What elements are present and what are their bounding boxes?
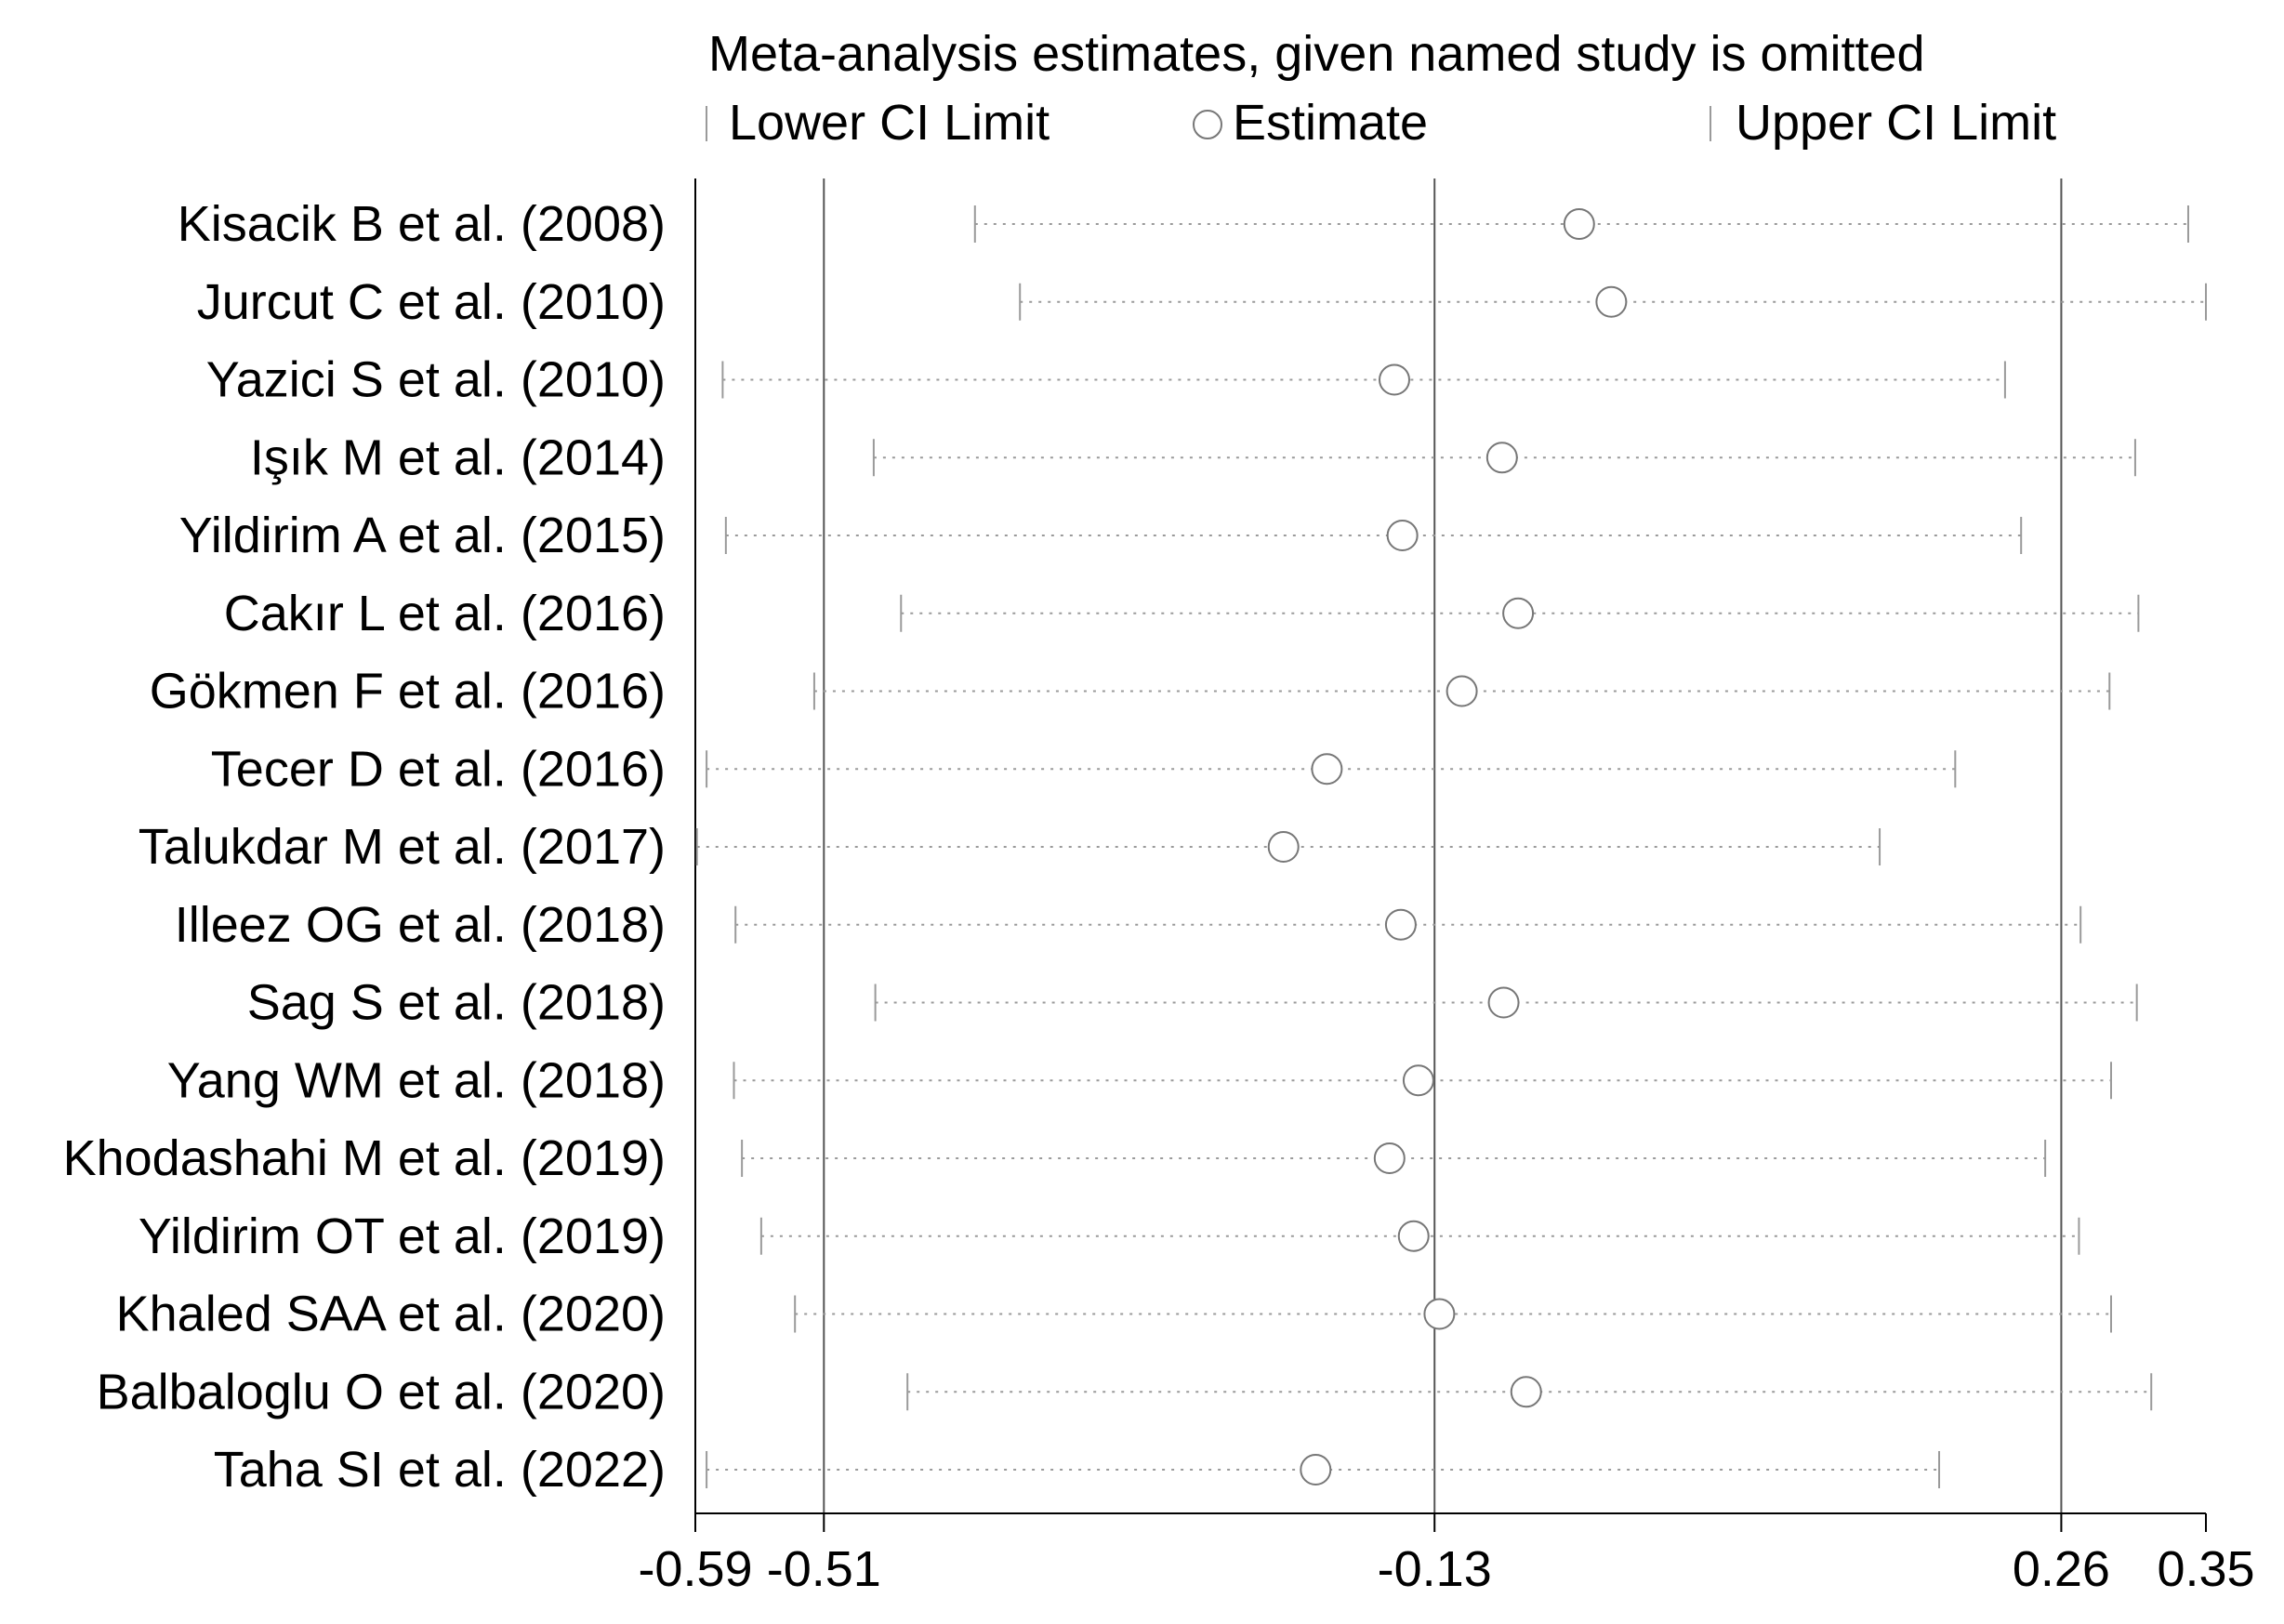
x-tick-label-0: -0.59 bbox=[638, 1541, 752, 1597]
estimate-marker bbox=[1386, 520, 1419, 551]
study-row: Yildirim A et al. (2015) bbox=[179, 508, 2023, 563]
study-row: Taha SI et al. (2022) bbox=[214, 1442, 1941, 1498]
x-tick-label-1: -0.51 bbox=[767, 1541, 881, 1597]
study-row: Jurcut C et al. (2010) bbox=[197, 274, 2207, 330]
estimate-marker bbox=[1311, 753, 1343, 786]
study-rows: Kisacik B et al. (2008) Jurcut C et al. (… bbox=[63, 196, 2207, 1498]
x-tick-label-2: -0.13 bbox=[1378, 1541, 1492, 1597]
estimate-marker bbox=[1446, 675, 1478, 707]
estimate-marker bbox=[1485, 442, 1518, 474]
study-label: Talukdar M et al. (2017) bbox=[139, 819, 666, 875]
study-label: Yildirim OT et al. (2019) bbox=[139, 1208, 666, 1264]
reference-lines bbox=[823, 178, 2063, 1513]
estimate-marker bbox=[1397, 1220, 1430, 1252]
estimate-marker bbox=[1300, 1454, 1332, 1485]
study-row: Balbaloglu O et al. (2020) bbox=[97, 1364, 2153, 1419]
estimate-marker bbox=[1402, 1064, 1434, 1097]
study-row: Gökmen F et al. (2016) bbox=[150, 664, 2111, 720]
study-label: Yildirim A et al. (2015) bbox=[179, 508, 666, 563]
study-row: Tecer D et al. (2016) bbox=[211, 741, 1957, 797]
study-label: Taha SI et al. (2022) bbox=[214, 1442, 666, 1498]
estimate-marker bbox=[1423, 1298, 1456, 1330]
study-label: Cakır L et al. (2016) bbox=[224, 586, 666, 641]
study-row: Cakır L et al. (2016) bbox=[224, 586, 2140, 641]
estimate-marker bbox=[1502, 597, 1535, 629]
estimate-marker bbox=[1378, 363, 1410, 396]
legend-lower-ci-label: Lower CI Limit bbox=[729, 95, 1050, 151]
study-label: Yazici S et al. (2010) bbox=[206, 352, 666, 408]
study-row: Kisacik B et al. (2008) bbox=[178, 196, 2189, 252]
study-label: Sag S et al. (2018) bbox=[247, 975, 666, 1031]
estimate-marker bbox=[1487, 986, 1520, 1019]
study-label: Illeez OG et al. (2018) bbox=[175, 897, 666, 953]
legend-upper-ci-label: Upper CI Limit bbox=[1736, 95, 2056, 151]
legend-estimate-symbol bbox=[1193, 110, 1222, 139]
study-row: Işık M et al. (2014) bbox=[250, 429, 2136, 485]
study-label: Kisacik B et al. (2008) bbox=[178, 196, 666, 252]
x-tick-label-4: 0.35 bbox=[2157, 1541, 2254, 1597]
x-tick-label-3: 0.26 bbox=[2013, 1541, 2110, 1597]
study-label: Tecer D et al. (2016) bbox=[211, 741, 666, 797]
study-row: Illeez OG et al. (2018) bbox=[175, 897, 2082, 953]
study-row: Sag S et al. (2018) bbox=[247, 975, 2138, 1031]
study-label: Yang WM et al. (2018) bbox=[167, 1052, 666, 1108]
study-label: Jurcut C et al. (2010) bbox=[197, 274, 666, 330]
estimate-marker bbox=[1595, 285, 1628, 318]
estimate-marker bbox=[1384, 908, 1417, 941]
study-label: Işık M et al. (2014) bbox=[250, 429, 666, 485]
study-row: Khodashahi M et al. (2019) bbox=[63, 1130, 2047, 1186]
estimate-marker bbox=[1510, 1376, 1542, 1408]
estimate-marker bbox=[1267, 831, 1300, 863]
study-row: Talukdar M et al. (2017) bbox=[139, 819, 1881, 875]
x-axis: -0.59 -0.51 -0.13 0.26 0.35 bbox=[638, 178, 2255, 1597]
study-row: Yildirim OT et al. (2019) bbox=[139, 1208, 2080, 1264]
study-row: Yazici S et al. (2010) bbox=[206, 352, 2006, 408]
study-label: Khodashahi M et al. (2019) bbox=[63, 1130, 666, 1186]
estimate-marker bbox=[1373, 1142, 1406, 1174]
chart-title: Meta-analysis estimates, given named stu… bbox=[708, 26, 1925, 82]
estimate-marker bbox=[1563, 208, 1595, 240]
study-row: Khaled SAA et al. (2020) bbox=[116, 1287, 2113, 1342]
legend: Lower CI Limit Estimate Upper CI Limit bbox=[706, 95, 2056, 151]
study-label: Balbaloglu O et al. (2020) bbox=[97, 1364, 666, 1419]
study-row: Yang WM et al. (2018) bbox=[167, 1052, 2113, 1108]
study-label: Khaled SAA et al. (2020) bbox=[116, 1287, 666, 1342]
legend-estimate-label: Estimate bbox=[1233, 95, 1428, 151]
study-label: Gökmen F et al. (2016) bbox=[150, 664, 666, 720]
